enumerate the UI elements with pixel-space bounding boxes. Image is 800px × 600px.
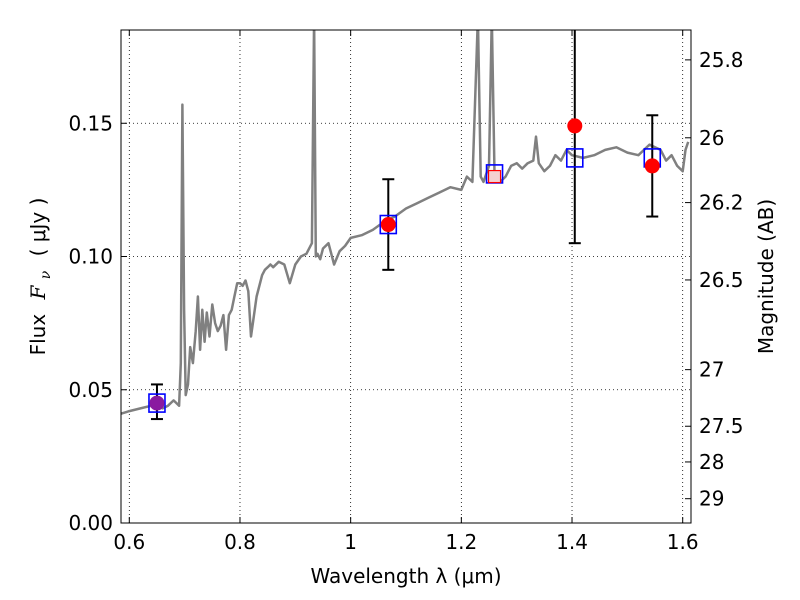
y2-tick-label: 28	[699, 450, 724, 474]
y2-tick-label: 26	[699, 126, 724, 150]
model-box	[565, 148, 584, 168]
x-tick-label: 1	[344, 530, 357, 554]
y2-axis-ticks: 25.8 26 26.2 26.5 27 27.5 28 29	[685, 48, 744, 511]
y-axis-title-prefix: Flux	[26, 314, 50, 356]
spectrum-series	[121, 30, 690, 415]
error-bars	[150, 30, 659, 421]
y-tick-label: 0.05	[68, 378, 113, 402]
observed-point	[644, 158, 660, 174]
y2-tick-label: 25.8	[699, 48, 744, 72]
x-tick-label: 1.4	[556, 530, 588, 554]
y-tick-label: 0.00	[68, 511, 113, 535]
y-axis-title-subscript: ν	[38, 270, 54, 279]
observed-point	[487, 169, 502, 184]
observed-point	[567, 118, 583, 134]
x-axis-title: Wavelength λ (μm)	[310, 564, 501, 588]
observed-points	[149, 118, 660, 411]
y2-tick-label: 27.5	[699, 414, 744, 438]
y2-tick-label: 26.2	[699, 191, 744, 215]
grid-lines	[121, 30, 691, 524]
x-tick-label: 1.2	[445, 530, 477, 554]
y2-tick-label: 27	[699, 358, 724, 382]
y-axis-ticks: 0.00 0.05 0.10 0.15	[68, 111, 127, 535]
x-tick-label: 1.6	[667, 530, 699, 554]
x-tick-label: 0.8	[224, 530, 256, 554]
model-box	[379, 214, 398, 235]
y-axis-title: Flux F ν ( μJy )	[26, 198, 55, 356]
y-tick-label: 0.15	[68, 111, 113, 135]
y-axis-title-unit: ( μJy )	[26, 198, 50, 257]
observed-point	[380, 217, 396, 233]
plot-frame	[120, 29, 692, 524]
spectrum-line	[121, 30, 690, 415]
x-tick-label: 0.6	[113, 530, 145, 554]
x-axis-ticks: 0.6 0.8 1 1.2 1.4 1.6	[113, 30, 699, 554]
model-boxes	[148, 148, 662, 413]
y-axis-title-symbol: F	[26, 284, 50, 300]
y2-axis-title: Magnitude (AB)	[754, 199, 778, 354]
model-box	[148, 393, 166, 413]
observed-point	[149, 395, 165, 411]
y2-tick-label: 29	[699, 487, 724, 511]
y2-tick-label: 26.5	[699, 268, 744, 292]
y-tick-label: 0.10	[68, 245, 113, 269]
